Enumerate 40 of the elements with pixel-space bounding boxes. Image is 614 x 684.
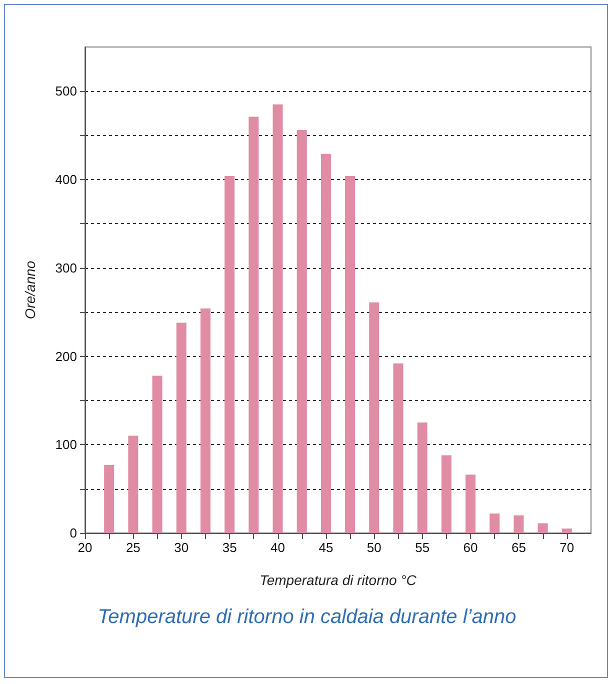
- bar: [562, 528, 572, 533]
- x-tick-label: 20: [78, 540, 92, 555]
- bar: [128, 436, 138, 533]
- x-tick-label: 45: [318, 540, 334, 555]
- x-tick-label: 50: [366, 540, 382, 555]
- y-tick-label: 100: [55, 437, 77, 452]
- x-tick-label: 70: [560, 540, 574, 555]
- x-tick-label: 65: [511, 540, 526, 555]
- y-tick-label: 500: [55, 84, 77, 99]
- bar: [490, 514, 500, 533]
- bar: [200, 308, 210, 533]
- x-tick-label: 35: [222, 540, 237, 555]
- text: Temperature di ritorno in caldaia durante l’anno: [98, 606, 516, 628]
- y-tick-label: 0: [70, 526, 77, 540]
- x-tick-label: 55: [415, 540, 430, 555]
- x-tick-label: 25: [126, 540, 140, 555]
- x-tick-label: 40: [270, 540, 285, 555]
- y-tick-label: 300: [55, 260, 77, 276]
- bar: [417, 422, 428, 533]
- bar: [272, 104, 283, 533]
- bar: [393, 363, 404, 533]
- bar: [466, 474, 476, 533]
- bar: [152, 376, 162, 533]
- bar: [104, 464, 114, 533]
- y-tick-label: 400: [55, 172, 77, 188]
- bar: [538, 523, 548, 533]
- bar: [369, 302, 380, 533]
- x-axis-title: Temperatura di ritorno °C: [260, 572, 418, 588]
- bar: [345, 176, 356, 533]
- bar: [248, 116, 259, 533]
- bar: [224, 176, 235, 533]
- x-tick-label: 60: [463, 540, 478, 555]
- y-tick-label: 200: [55, 348, 77, 364]
- y-axis-title: Ore/anno: [22, 260, 38, 320]
- x-tick-label: 30: [174, 540, 189, 555]
- bar: [441, 455, 452, 533]
- bar: [176, 322, 186, 533]
- bar: [514, 515, 524, 533]
- bar: [296, 130, 307, 533]
- bar: [320, 154, 331, 533]
